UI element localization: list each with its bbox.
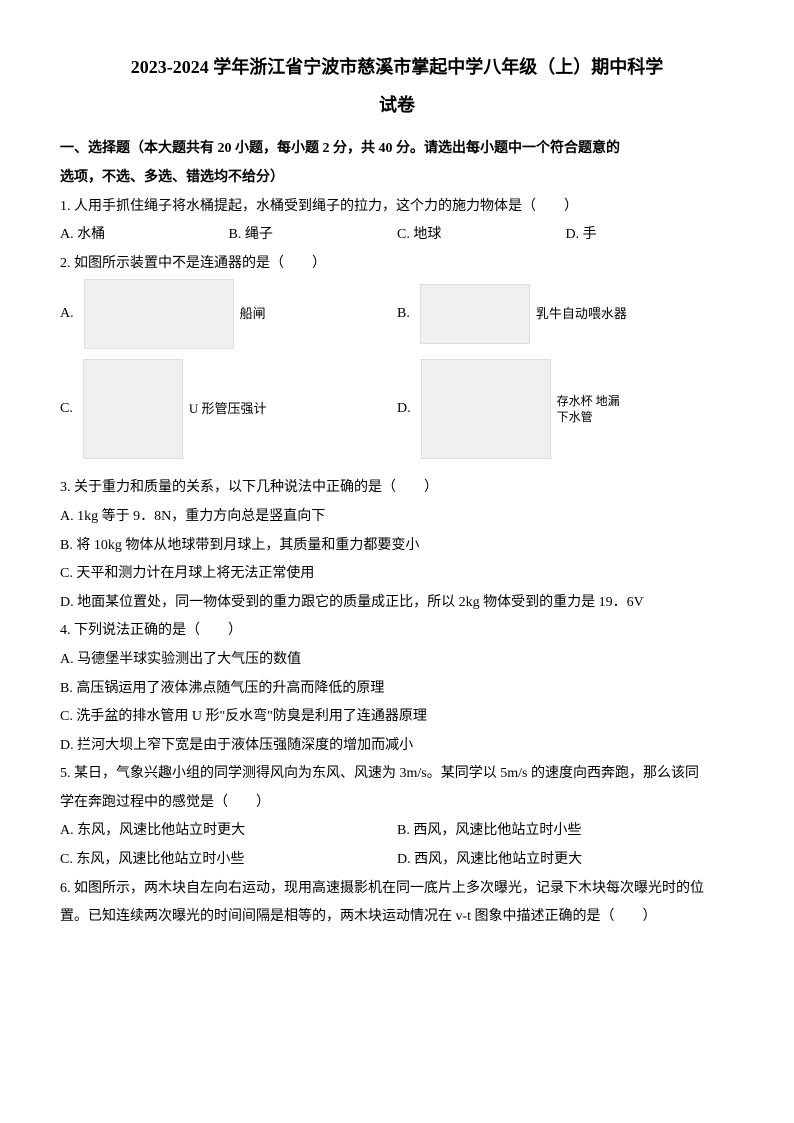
- q2-c-letter: C.: [60, 396, 73, 423]
- q4-option-c: C. 洗手盆的排水管用 U 形"反水弯"防臭是利用了连通器原理: [60, 704, 734, 731]
- ship-lock-icon: [84, 279, 234, 349]
- question-4-text: 4. 下列说法正确的是（ ）: [60, 618, 734, 645]
- q2-d-label3: 下水管: [557, 409, 620, 426]
- q2-a-label: 船闸: [240, 302, 266, 327]
- q2-d-letter: D.: [397, 396, 411, 423]
- q1-option-b: B. 绳子: [229, 222, 398, 249]
- q5-option-c: C. 东风，风速比他站立时小些: [60, 847, 397, 874]
- cow-feeder-icon: [420, 284, 530, 344]
- q2-d-labels: 存水杯 地漏 下水管: [557, 393, 620, 427]
- question-2-image-options: A. 船闸 B. 乳牛自动喂水器 C. U 形管压强计 D. 存水杯 地漏 下水…: [60, 279, 734, 469]
- question-2-text: 2. 如图所示装置中不是连通器的是（ ）: [60, 251, 734, 278]
- question-5-text-line2: 学在奔跑过程中的感觉是（ ）: [60, 790, 734, 817]
- q2-option-c: C. U 形管压强计: [60, 359, 397, 459]
- question-1-text: 1. 人用手抓住绳子将水桶提起，水桶受到绳子的拉力，这个力的施力物体是（ ）: [60, 194, 734, 221]
- question-5-options-row1: A. 东风，风速比他站立时更大 B. 西风，风速比他站立时小些: [60, 818, 734, 845]
- q1-option-a: A. 水桶: [60, 222, 229, 249]
- q4-option-d: D. 拦河大坝上窄下宽是由于液体压强随深度的增加而减小: [60, 733, 734, 760]
- q1-option-c: C. 地球: [397, 222, 566, 249]
- q3-option-a: A. 1kg 等于 9．8N，重力方向总是竖直向下: [60, 504, 734, 531]
- q3-option-d: D. 地面某位置处，同一物体受到的重力跟它的质量成正比，所以 2kg 物体受到的…: [60, 590, 734, 617]
- u-tube-gauge-icon: [83, 359, 183, 459]
- q3-option-c: C. 天平和测力计在月球上将无法正常使用: [60, 561, 734, 588]
- q2-option-d: D. 存水杯 地漏 下水管: [397, 359, 734, 459]
- exam-title: 2023-2024 学年浙江省宁波市慈溪市掌起中学八年级（上）期中科学: [60, 50, 734, 84]
- q2-c-label: U 形管压强计: [189, 397, 267, 422]
- q3-option-b: B. 将 10kg 物体从地球带到月球上，其质量和重力都要变小: [60, 533, 734, 560]
- q5-option-d: D. 西风，风速比他站立时更大: [397, 847, 734, 874]
- floor-drain-icon: [421, 359, 551, 459]
- q4-option-b: B. 高压锅运用了液体沸点随气压的升高而降低的原理: [60, 676, 734, 703]
- question-3-text: 3. 关于重力和质量的关系，以下几种说法中正确的是（ ）: [60, 475, 734, 502]
- section-header-line2: 选项，不选、多选、错选均不给分）: [60, 165, 734, 192]
- q2-a-letter: A.: [60, 301, 74, 328]
- q2-d-label1: 存水杯 地漏: [557, 393, 620, 410]
- section-header-line1: 一、选择题（本大题共有 20 小题，每小题 2 分，共 40 分。请选出每小题中…: [60, 136, 734, 163]
- question-6-text-line2: 置。已知连续两次曝光的时间间隔是相等的，两木块运动情况在 v-t 图象中描述正确…: [60, 904, 734, 931]
- q5-option-b: B. 西风，风速比他站立时小些: [397, 818, 734, 845]
- q2-option-b: B. 乳牛自动喂水器: [397, 279, 734, 349]
- q2-option-a: A. 船闸: [60, 279, 397, 349]
- q1-option-d: D. 手: [566, 222, 735, 249]
- q5-option-a: A. 东风，风速比他站立时更大: [60, 818, 397, 845]
- question-6-text-line1: 6. 如图所示，两木块自左向右运动，现用高速摄影机在同一底片上多次曝光，记录下木…: [60, 876, 734, 903]
- exam-subtitle: 试卷: [60, 88, 734, 122]
- question-1-options: A. 水桶 B. 绳子 C. 地球 D. 手: [60, 222, 734, 249]
- question-5-text-line1: 5. 某日，气象兴趣小组的同学测得风向为东风、风速为 3m/s。某同学以 5m/…: [60, 761, 734, 788]
- question-5-options-row2: C. 东风，风速比他站立时小些 D. 西风，风速比他站立时更大: [60, 847, 734, 874]
- q2-b-label: 乳牛自动喂水器: [536, 302, 627, 327]
- q4-option-a: A. 马德堡半球实验测出了大气压的数值: [60, 647, 734, 674]
- q2-b-letter: B.: [397, 301, 410, 328]
